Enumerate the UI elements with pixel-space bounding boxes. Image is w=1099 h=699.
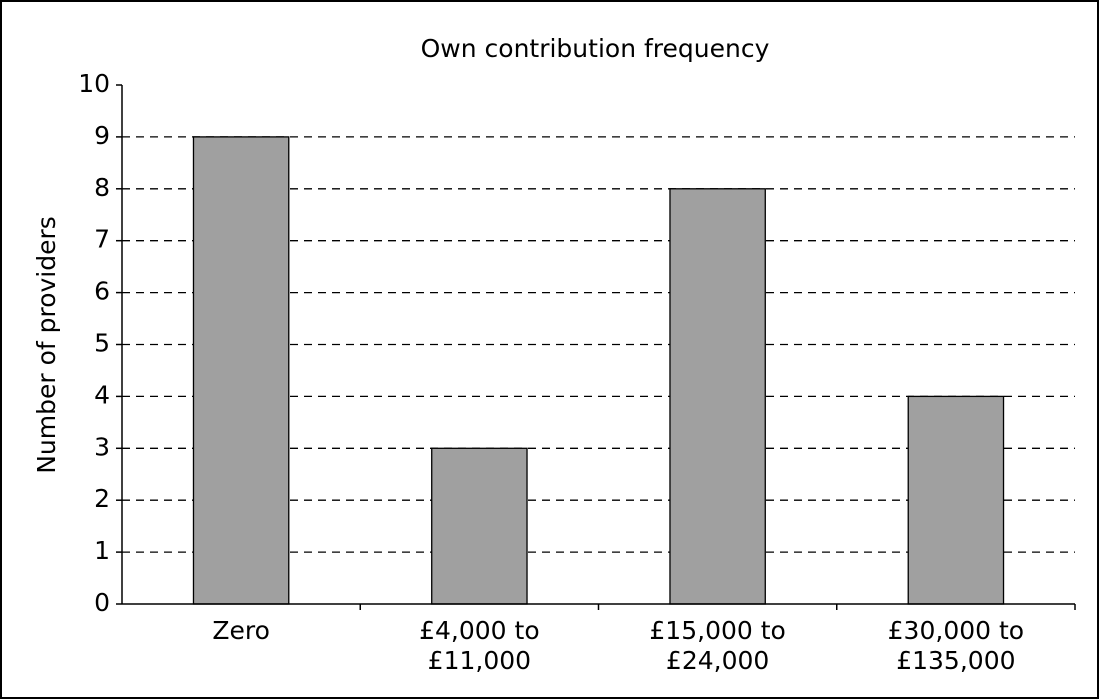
y-tick-label: 4 [94,380,110,409]
y-tick-label: 5 [94,329,110,358]
y-tick-label: 8 [94,173,110,202]
x-tick-label: £15,000 to [649,616,785,645]
x-tick-label: £24,000 [666,646,769,675]
chart-title: Own contribution frequency [421,34,770,63]
y-tick-label: 9 [94,121,110,150]
bar [192,136,290,605]
bar [907,395,1005,605]
y-tick-label: 7 [94,225,110,254]
y-tick-label: 2 [94,484,110,513]
x-tick-label: £11,000 [428,646,531,675]
y-axis-label: Number of providers [32,216,61,474]
y-tick-label: 0 [94,588,110,617]
y-tick-label: 10 [78,69,110,98]
y-tick-label: 6 [94,277,110,306]
x-tick-label: £30,000 to [888,616,1024,645]
bar [669,188,766,605]
bar [431,447,528,605]
y-tick-label: 1 [94,536,110,565]
x-tick-label: £135,000 [896,646,1015,675]
x-tick-label: £4,000 to [419,616,540,645]
y-tick-label: 3 [94,432,110,461]
x-tick-label: Zero [212,616,270,645]
